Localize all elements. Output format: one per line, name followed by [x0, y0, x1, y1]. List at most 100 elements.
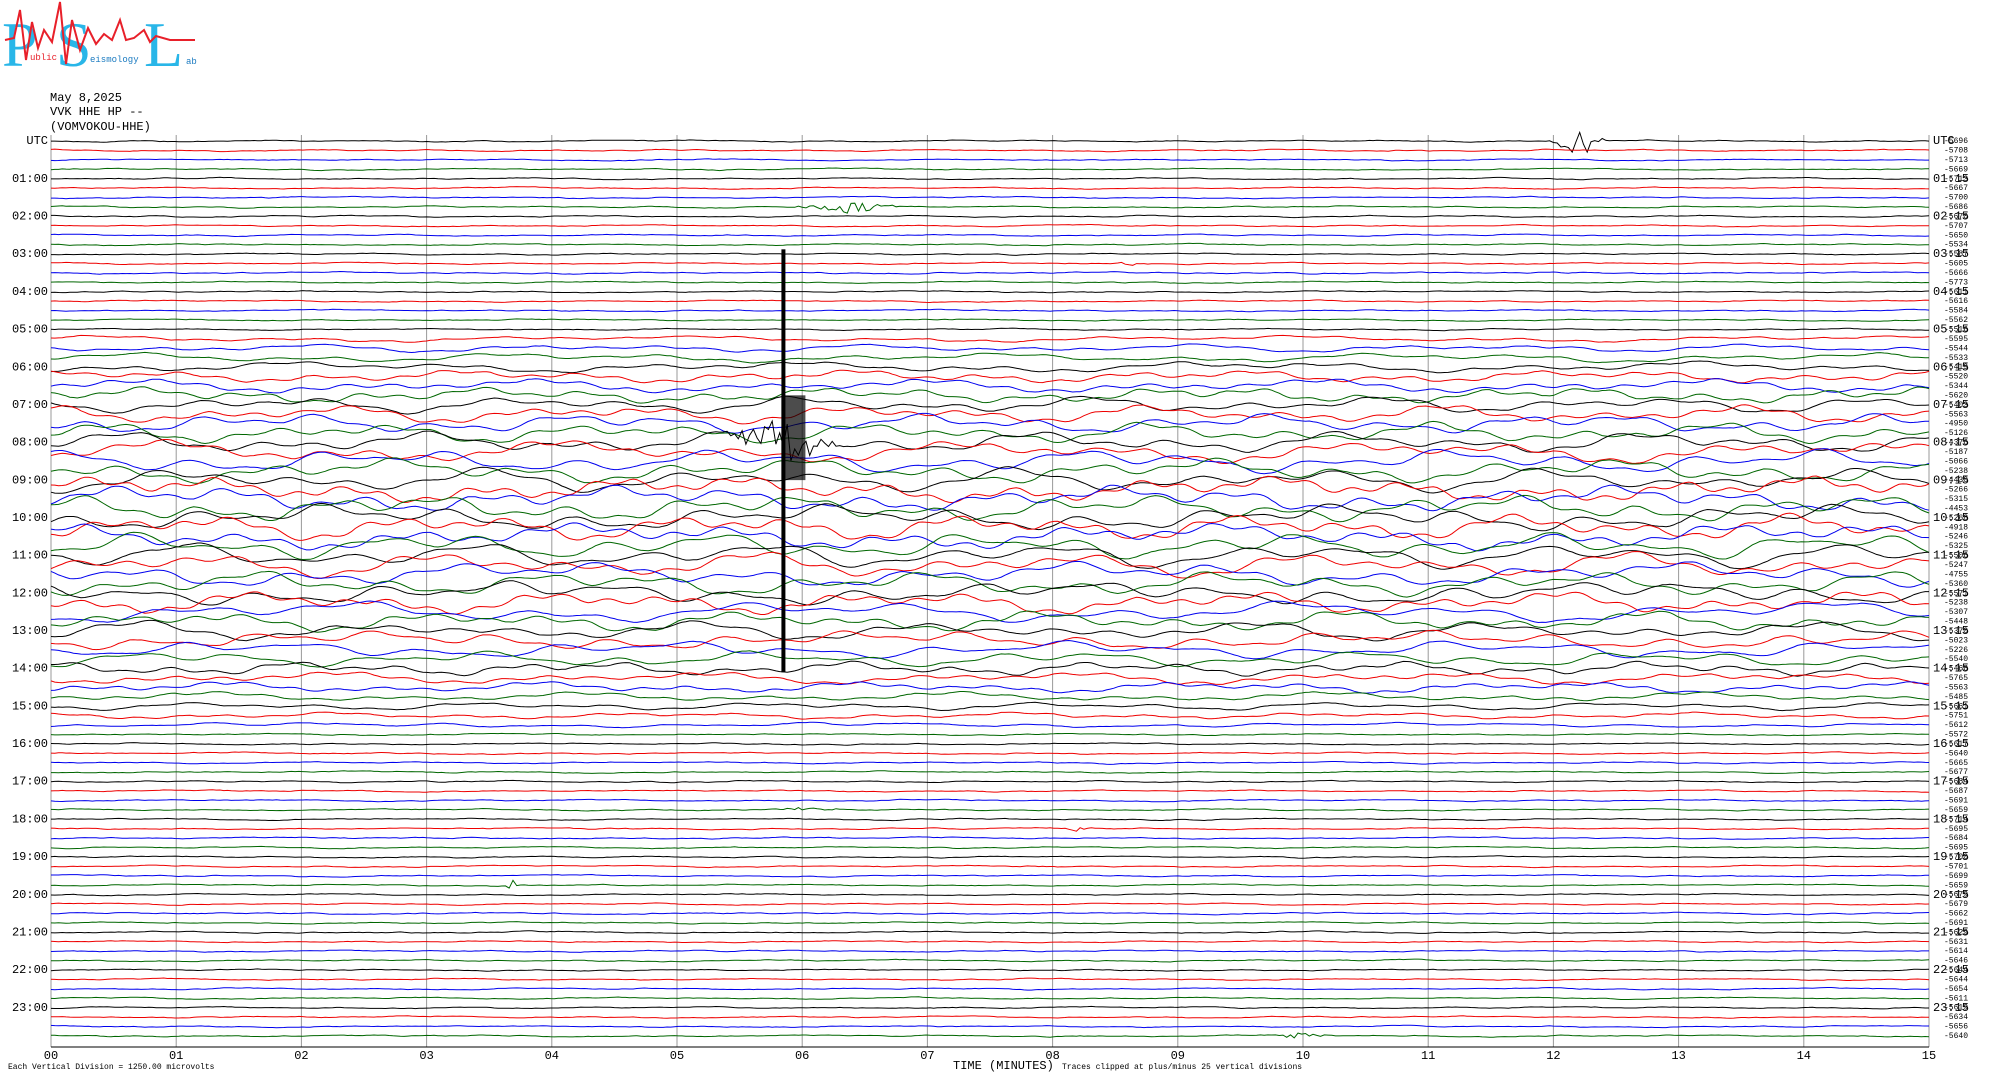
logo-small: eismology: [90, 55, 139, 65]
trace-offset: -5616: [1944, 297, 1968, 306]
trace: [50, 977, 1930, 982]
trace-offset: -5695: [1944, 825, 1968, 834]
trace-offset: -5506: [1944, 552, 1968, 561]
trace-offset: -5533: [1944, 354, 1968, 363]
trace-offset: -5714: [1944, 815, 1968, 824]
trace: [50, 779, 1930, 784]
trace-offset: -5701: [1944, 862, 1968, 871]
trace: [50, 639, 1930, 660]
trace-offset: -5534: [1944, 241, 1968, 250]
logo: P S L ublic eismology ab: [2, 1, 197, 80]
trace-offset: -5666: [1944, 269, 1968, 278]
labels: 00 01 02 03 04 05 06 07 08 09 10 11 12 13 14 15 UTC 01:00…: [12, 134, 1969, 1063]
trace-offset: -5669: [1944, 165, 1968, 174]
footer-division: Each Vertical Division = 1250.00 microvo…: [8, 1063, 215, 1072]
trace: [50, 351, 1929, 364]
trace-offset: -5587: [1944, 250, 1968, 259]
logo-small: ab: [186, 57, 197, 67]
trace: [51, 195, 1930, 200]
trace-offset: -5700: [1944, 194, 1968, 203]
trace: [50, 439, 1930, 464]
hour-label: 08:00: [12, 436, 48, 450]
trace-offset: -5307: [1944, 608, 1968, 617]
trace-offset: -5605: [1944, 260, 1968, 269]
hour-label: 19:15: [1933, 850, 1969, 864]
trace: [50, 798, 1930, 803]
trace-offset: -5631: [1944, 938, 1968, 947]
trace-offset: -5268: [1944, 514, 1968, 523]
hour-label: 10:00: [12, 511, 48, 525]
trace: [51, 660, 1930, 677]
trace-offset: -5679: [1944, 891, 1968, 900]
footer-clip-note: Traces clipped at plus/minus 25 vertical…: [1062, 1063, 1302, 1072]
trace-offset: -5667: [1944, 184, 1968, 193]
x-tick-label: 05: [670, 1049, 684, 1063]
trace-offset: -5562: [1944, 316, 1968, 325]
trace: [50, 681, 1930, 694]
hour-label: 17:00: [12, 775, 48, 789]
trace: [50, 512, 1930, 541]
trace: [50, 202, 1930, 214]
trace-offset: -5620: [1944, 391, 1968, 400]
trace: [50, 522, 1930, 552]
hour-label: 13:00: [12, 624, 48, 638]
hour-label: 13:15: [1933, 624, 1969, 638]
hour-label: 21:15: [1933, 925, 1969, 939]
trace-offset: -5612: [1944, 721, 1968, 730]
trace-offset: -5695: [1944, 844, 1968, 853]
trace-offset: -5066: [1944, 457, 1968, 466]
trace-offset: -5640: [1944, 1032, 1968, 1041]
trace-offset: -4376: [1944, 439, 1968, 448]
trace-offset: -5238: [1944, 599, 1968, 608]
trace: [50, 711, 1930, 720]
hour-label: 04:00: [12, 285, 48, 299]
hour-label: 06:15: [1933, 360, 1969, 374]
trace-offset: -4430: [1944, 476, 1968, 485]
trace-offset: -5187: [1944, 448, 1968, 457]
trace-offset: -5640: [1944, 749, 1968, 758]
hour-label: 22:15: [1933, 963, 1969, 977]
trace-offset: -5713: [1944, 156, 1968, 165]
trace: [50, 343, 1930, 354]
trace: [50, 1032, 1930, 1039]
trace: [51, 176, 1930, 181]
trace: [51, 873, 1930, 878]
hour-label: 20:15: [1933, 888, 1969, 902]
trace-offset: -5448: [1944, 618, 1968, 627]
hour-label: 14:00: [12, 662, 48, 676]
trace-offset: -5654: [1944, 985, 1968, 994]
x-tick-label: 10: [1296, 1049, 1310, 1063]
hour-label: 18:00: [12, 812, 48, 826]
trace-offset: -5708: [1944, 147, 1968, 156]
x-tick-label: 00: [44, 1049, 58, 1063]
trace: [50, 308, 1930, 313]
trace-offset: -5665: [1944, 759, 1968, 768]
trace: [50, 1024, 1929, 1029]
hour-label: 17:15: [1933, 775, 1969, 789]
hour-label: 16:15: [1933, 737, 1969, 751]
trace: [50, 290, 1930, 294]
trace: [50, 701, 1930, 712]
trace-offset: -5325: [1944, 542, 1968, 551]
trace: [51, 817, 1930, 822]
hour-label: 02:15: [1933, 210, 1969, 224]
hour-label: 03:15: [1933, 247, 1969, 261]
trace: [50, 807, 1930, 812]
x-tick-label: 11: [1421, 1049, 1435, 1063]
trace: [51, 911, 1930, 916]
x-tick-label: 04: [545, 1049, 559, 1063]
x-tick-label: 15: [1922, 1049, 1936, 1063]
hour-label: 09:15: [1933, 473, 1969, 487]
trace-offset: -5691: [1944, 919, 1968, 928]
event-burst: [781, 395, 806, 481]
trace: [50, 369, 1930, 384]
axis-title: TIME (MINUTES): [953, 1059, 1054, 1073]
logo-letter: P: [2, 9, 38, 80]
trace: [50, 902, 1930, 906]
hour-label: 09:00: [12, 473, 48, 487]
trace-offset: -5611: [1944, 288, 1968, 297]
hour-label: 22:00: [12, 963, 48, 977]
trace-offset: -4755: [1944, 570, 1968, 579]
trace: [50, 570, 1930, 598]
trace-offset: -5238: [1944, 467, 1968, 476]
